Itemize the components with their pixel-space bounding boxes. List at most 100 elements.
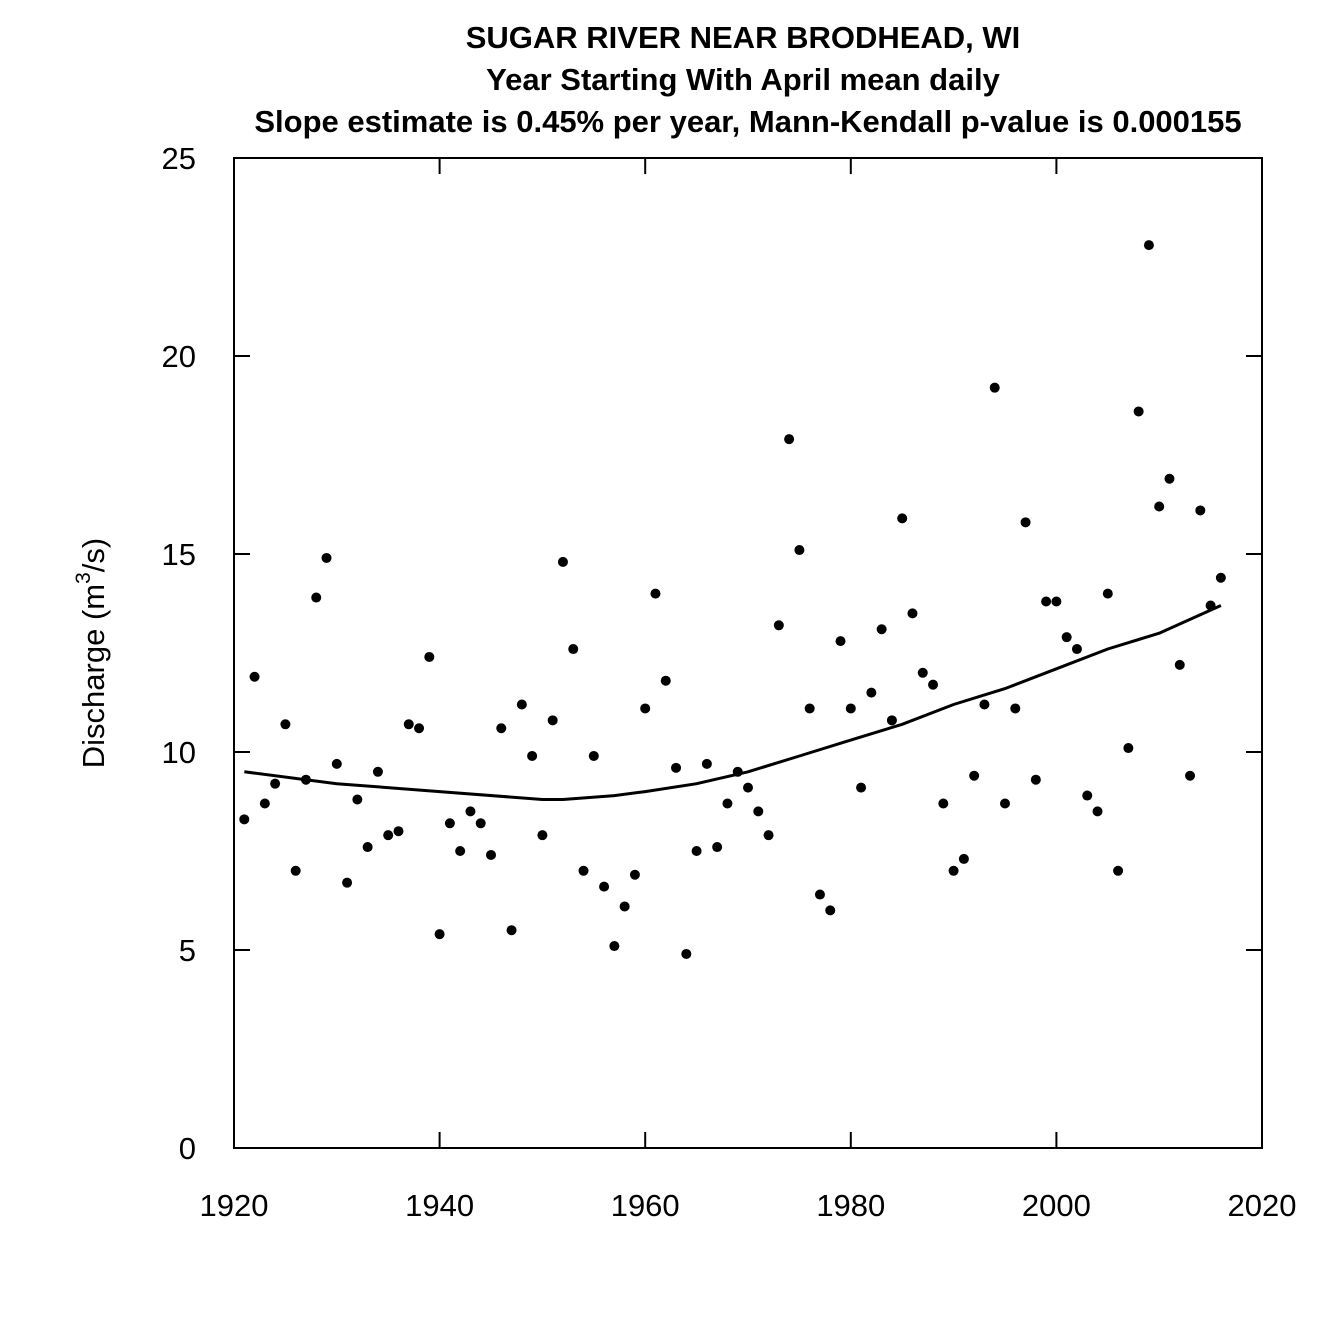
x-tick-label: 1940 <box>405 1188 474 1223</box>
data-point <box>938 798 949 809</box>
data-point <box>311 592 322 603</box>
data-point <box>876 624 887 635</box>
data-point <box>1041 596 1052 607</box>
y-axis-label-main: Discharge (m <box>76 584 111 768</box>
data-point <box>475 818 486 829</box>
trend-line <box>244 604 1222 801</box>
data-point <box>650 588 661 599</box>
data-point <box>886 715 897 726</box>
data-point <box>948 865 959 876</box>
data-point <box>1082 790 1093 801</box>
data-point <box>249 671 260 682</box>
chart-subtitle: Year Starting With April mean daily <box>486 62 1000 97</box>
data-point <box>270 778 281 789</box>
data-point <box>804 703 815 714</box>
data-point <box>1010 703 1021 714</box>
data-point <box>958 853 969 864</box>
data-point <box>1185 770 1196 781</box>
data-point <box>1123 743 1134 754</box>
data-point <box>1143 240 1154 251</box>
data-point <box>424 651 435 662</box>
data-point <box>496 723 507 734</box>
data-point <box>383 830 394 841</box>
data-point <box>845 703 856 714</box>
data-point <box>1102 588 1113 599</box>
data-point <box>362 842 373 853</box>
data-point <box>1051 596 1062 607</box>
x-tick-label: 1920 <box>200 1188 269 1223</box>
data-point <box>588 750 599 761</box>
data-point <box>722 798 733 809</box>
data-point <box>989 382 1000 393</box>
chart-subtitle-2: Slope estimate is 0.45% per year, Mann-K… <box>254 104 1241 139</box>
data-point <box>1174 659 1185 670</box>
x-axis: 1920 1940 1960 1980 2000 2020 <box>200 158 1297 1223</box>
data-point <box>629 869 640 880</box>
x-tick-label: 1960 <box>611 1188 680 1223</box>
y-tick-label: 10 <box>162 735 196 770</box>
points-layer <box>239 240 1226 959</box>
data-point <box>342 877 353 888</box>
data-point <box>1020 517 1031 528</box>
data-point <box>486 849 496 860</box>
data-point <box>1030 774 1041 785</box>
data-point <box>239 814 250 825</box>
data-point <box>1154 501 1165 512</box>
data-point <box>372 766 383 777</box>
y-tick-label: 15 <box>162 537 196 572</box>
data-point <box>743 782 753 793</box>
data-point <box>701 758 712 769</box>
x-tick-label: 2020 <box>1228 1188 1297 1223</box>
data-point <box>557 556 568 567</box>
data-point <box>465 806 476 817</box>
data-point <box>1195 505 1206 516</box>
data-point <box>917 667 928 678</box>
data-point <box>1113 865 1124 876</box>
data-point <box>835 636 846 647</box>
data-point <box>1215 572 1226 583</box>
plot-frame <box>233 157 1263 1149</box>
data-point <box>516 699 527 710</box>
data-point <box>856 782 867 793</box>
data-point <box>414 723 425 734</box>
data-point <box>763 830 774 841</box>
data-point <box>681 948 692 959</box>
data-point <box>640 703 651 714</box>
y-tick-label: 25 <box>162 141 196 176</box>
data-point <box>619 901 630 912</box>
data-point <box>866 687 877 698</box>
data-point <box>290 865 301 876</box>
y-axis-label-end: /s) <box>76 538 111 572</box>
data-point <box>1092 806 1103 817</box>
y-tick-label: 5 <box>179 933 196 968</box>
y-axis-label-superscript: 3 <box>72 572 95 584</box>
data-point <box>1000 798 1010 809</box>
data-point <box>444 818 455 829</box>
data-point <box>568 644 579 655</box>
data-point <box>352 794 363 805</box>
data-point <box>784 434 795 445</box>
data-point <box>897 513 908 524</box>
data-point <box>907 608 918 619</box>
data-point <box>691 846 702 856</box>
y-tick-label: 20 <box>162 339 196 374</box>
data-point <box>537 830 548 841</box>
data-point <box>1205 600 1216 611</box>
data-point <box>280 719 291 730</box>
data-point <box>434 929 445 940</box>
data-point <box>321 552 332 563</box>
data-point <box>660 675 671 686</box>
x-tick-label: 1980 <box>816 1188 885 1223</box>
data-point <box>979 699 990 710</box>
data-point <box>753 806 764 817</box>
data-point <box>331 758 342 769</box>
data-point <box>773 620 784 631</box>
data-point <box>928 679 939 690</box>
data-point <box>1061 632 1072 643</box>
data-point <box>527 750 538 761</box>
x-tick-label: 2000 <box>1022 1188 1091 1223</box>
y-tick-label: 0 <box>179 1131 196 1166</box>
data-point <box>969 770 980 781</box>
data-point <box>599 881 610 892</box>
